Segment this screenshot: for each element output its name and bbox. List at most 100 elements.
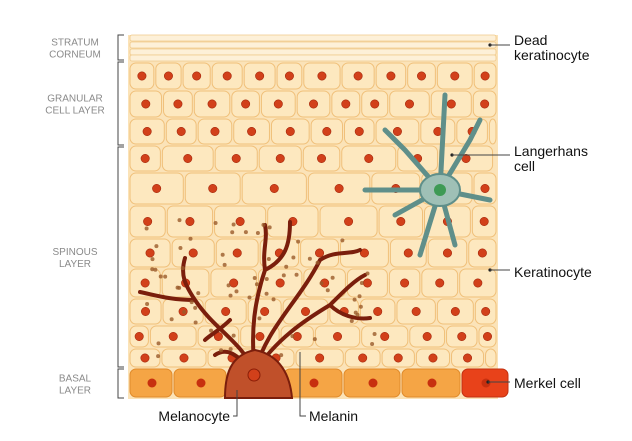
nucleus <box>207 99 217 109</box>
nucleus <box>315 353 325 363</box>
nucleus <box>358 353 368 363</box>
callout-label: cell <box>514 158 535 174</box>
melanin-granule <box>196 291 201 296</box>
nucleus <box>359 248 369 258</box>
melanin-granule <box>291 255 296 260</box>
nucleus <box>403 248 413 258</box>
melanin-granule <box>228 293 233 298</box>
nucleus <box>341 99 351 109</box>
melanin-granule <box>257 316 262 321</box>
melanin-granule <box>150 257 155 262</box>
nucleus <box>285 127 295 137</box>
nucleus <box>417 71 427 81</box>
melanin-granule <box>281 273 286 278</box>
nucleus <box>140 353 150 363</box>
nucleus <box>185 217 195 227</box>
melanin-granule <box>231 222 236 227</box>
melanin-granule <box>358 304 363 309</box>
nucleus <box>141 99 151 109</box>
nucleus <box>480 71 490 81</box>
nucleus <box>143 217 153 227</box>
melanin-granule <box>158 274 163 279</box>
melanin-granule <box>175 285 180 290</box>
melanin-granule <box>209 328 214 333</box>
melanin-granule <box>153 267 158 272</box>
nucleus <box>163 71 173 81</box>
nucleus <box>210 127 220 137</box>
nucleus <box>168 331 178 341</box>
nucleus <box>235 217 245 227</box>
dead-cell-layer <box>129 34 497 42</box>
nucleus <box>301 306 311 316</box>
nucleus <box>140 278 150 288</box>
nucleus <box>241 99 251 109</box>
layer-label: BASAL <box>59 374 92 385</box>
layer-bracket <box>117 61 124 146</box>
nucleus <box>380 331 390 341</box>
nucleus <box>275 278 285 288</box>
nucleus <box>140 154 150 164</box>
nucleus <box>354 127 364 137</box>
callout-label: Keratinocyte <box>514 264 592 280</box>
nucleus <box>229 278 239 288</box>
nucleus <box>386 71 396 81</box>
melanin-granule <box>243 230 248 235</box>
nucleus <box>183 154 193 164</box>
melanin-granule <box>156 341 161 346</box>
melanin-granule <box>180 266 185 271</box>
melanin-granule <box>154 244 159 249</box>
callout-line <box>233 390 238 417</box>
callout-line <box>299 352 306 417</box>
nucleus <box>482 331 492 341</box>
melanin-granule <box>372 332 377 337</box>
nucleus <box>273 99 283 109</box>
nucleus <box>392 127 402 137</box>
nucleus <box>450 71 460 81</box>
melanin-granule <box>230 230 235 235</box>
layer-bracket <box>117 146 124 368</box>
layer-bracket <box>117 368 124 399</box>
melanin-granule <box>294 272 299 277</box>
callout-label: Melanocyte <box>158 408 230 424</box>
callout-label: keratinocyte <box>514 47 590 63</box>
melanin-granule <box>325 288 330 293</box>
nucleus <box>411 306 421 316</box>
melanin-granule <box>355 312 360 317</box>
melanin-granule <box>145 302 150 307</box>
melanocyte-dendrites <box>138 220 372 374</box>
dead-cell-layer <box>129 48 497 56</box>
nucleus <box>141 306 151 316</box>
melanin-granule <box>284 264 289 269</box>
nucleus <box>334 184 344 194</box>
nucleus <box>461 154 471 164</box>
melanin-granule <box>312 337 317 342</box>
layer-bracket <box>117 34 124 61</box>
melanin-granule <box>370 342 375 347</box>
layer-label: SPINOUS <box>52 247 97 258</box>
nucleus <box>446 99 456 109</box>
nucleus <box>364 154 374 164</box>
melanin-granule <box>150 267 155 272</box>
nucleus <box>368 378 378 388</box>
nucleus <box>463 353 473 363</box>
layer-label: LAYER <box>59 386 91 397</box>
melanin-granule <box>261 222 266 227</box>
nucleus <box>396 217 406 227</box>
nucleus <box>344 217 354 227</box>
nucleus <box>188 248 198 258</box>
melanin-granule <box>352 297 357 302</box>
nucleus <box>457 331 467 341</box>
nucleus <box>450 306 460 316</box>
nucleus <box>373 306 383 316</box>
dead-cell-layer <box>129 54 497 62</box>
melanin-granule <box>222 262 227 267</box>
melanin-granule <box>252 276 257 281</box>
nucleus <box>255 331 265 341</box>
melanin-granule <box>219 348 224 353</box>
nucleus <box>315 248 325 258</box>
melanin-granule <box>255 231 260 236</box>
melanin-granule <box>163 274 168 279</box>
nucleus <box>147 378 157 388</box>
nucleus <box>269 184 279 194</box>
